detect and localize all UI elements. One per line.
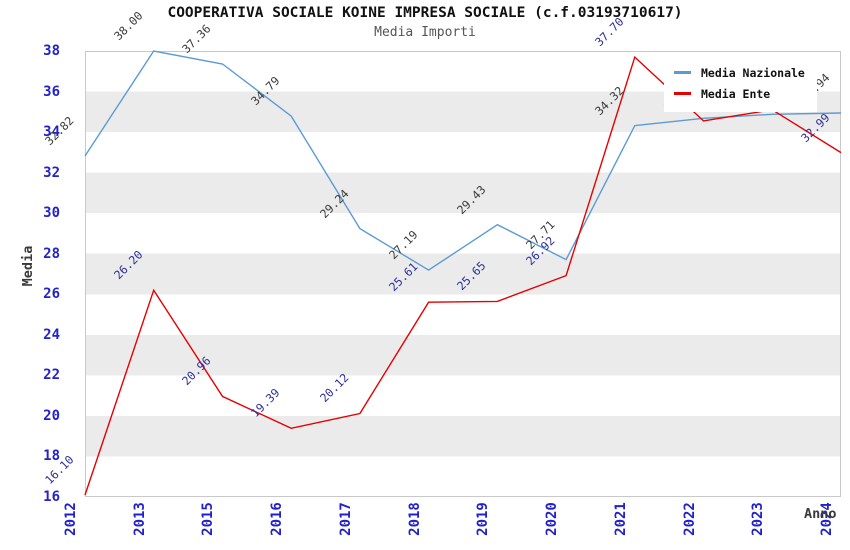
x-tick-label: 2018 xyxy=(406,502,423,536)
y-axis-label: Media xyxy=(20,245,36,287)
legend-item: Media Nazionale xyxy=(674,62,805,83)
y-tick-label: 22 xyxy=(43,367,60,384)
x-tick-label: 2015 xyxy=(200,502,217,536)
y-tick-label: 34 xyxy=(43,124,60,141)
legend-item: Media Ente xyxy=(674,83,805,104)
x-tick-label: 2013 xyxy=(131,502,148,536)
y-tick-label: 26 xyxy=(43,286,60,303)
legend: Media Nazionale Media Ente xyxy=(664,56,817,112)
y-tick-label: 20 xyxy=(43,407,60,424)
legend-label: Media Nazionale xyxy=(701,65,805,80)
series-line-1 xyxy=(84,55,842,496)
chart-subtitle: Media Importi xyxy=(374,25,476,40)
x-tick-label: 2022 xyxy=(681,502,698,536)
y-tick-label: 38 xyxy=(43,43,60,59)
y-tick-label: 32 xyxy=(43,164,60,181)
x-tick-label: 2023 xyxy=(750,502,767,536)
legend-line-swatch xyxy=(674,92,691,95)
y-tick-label: 24 xyxy=(43,326,60,343)
x-tick-label: 2020 xyxy=(544,502,561,536)
y-tick-label: 18 xyxy=(43,448,60,465)
x-tick-label: 2016 xyxy=(269,502,286,536)
x-axis-label: Anno xyxy=(804,506,837,522)
chart-title: COOPERATIVA SOCIALE KOINE IMPRESA SOCIAL… xyxy=(167,5,683,21)
legend-line-swatch xyxy=(674,71,691,74)
y-tick-label: 36 xyxy=(43,83,60,100)
series-line-0 xyxy=(84,50,842,271)
legend-label: Media Ente xyxy=(701,86,771,101)
x-tick-label: 2019 xyxy=(475,502,492,536)
point-label-nazionale: 32.82 xyxy=(42,113,77,148)
x-tick-label: 2021 xyxy=(612,502,629,536)
plot-area xyxy=(84,50,842,497)
y-tick-label: 30 xyxy=(43,205,60,222)
series-lines xyxy=(84,50,842,496)
point-label-ente: 16.10 xyxy=(42,452,77,487)
x-tick-label: 2012 xyxy=(63,502,79,536)
x-tick-label: 2017 xyxy=(337,502,354,536)
y-tick-label: 16 xyxy=(43,489,60,505)
